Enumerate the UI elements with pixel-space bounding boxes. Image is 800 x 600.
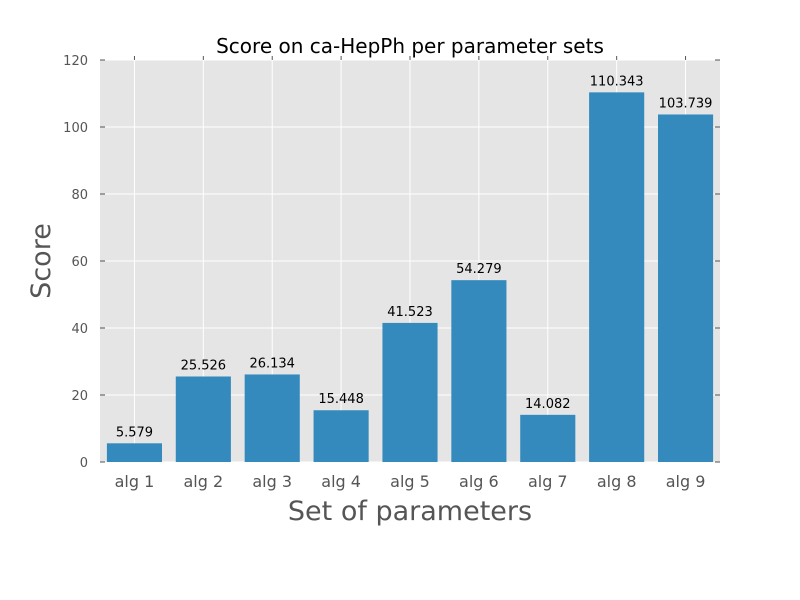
x-axis-label: Set of parameters bbox=[288, 496, 532, 527]
bar bbox=[589, 92, 645, 462]
x-tick-labels: alg 1 alg 2 alg 3 alg 4 alg 5 alg 6 alg 7 alg 8… bbox=[115, 472, 706, 491]
y-tick-label: 0 bbox=[80, 456, 88, 471]
bar-value-label: 41.523 bbox=[387, 305, 433, 320]
x-tick-label: alg 9 bbox=[666, 472, 706, 491]
bar-value-label: 25.526 bbox=[181, 358, 227, 373]
y-tick-labels: 0 20 40 60 80 100 120 bbox=[63, 54, 88, 471]
bar bbox=[382, 322, 438, 462]
bar bbox=[451, 280, 507, 462]
x-tick-label: alg 7 bbox=[528, 472, 568, 491]
bar-value-label: 5.579 bbox=[116, 425, 153, 440]
bar-value-label: 103.739 bbox=[659, 96, 713, 111]
chart-title: Score on ca-HepPh per parameter sets bbox=[216, 34, 604, 58]
y-tick-label: 120 bbox=[63, 54, 88, 69]
bar bbox=[313, 410, 369, 462]
bar bbox=[244, 374, 300, 462]
x-tick-label: alg 3 bbox=[252, 472, 292, 491]
y-tick-label: 80 bbox=[71, 188, 88, 203]
bar bbox=[658, 114, 714, 462]
bar bbox=[106, 443, 162, 462]
bar-value-labels: 5.579 25.526 26.134 15.448 41.523 54.279 14.08… bbox=[116, 74, 713, 440]
bar bbox=[520, 414, 576, 462]
x-tick-label: alg 1 bbox=[115, 472, 155, 491]
axis-ticks bbox=[100, 56, 720, 463]
x-tick-label: alg 5 bbox=[390, 472, 430, 491]
bar-value-label: 26.134 bbox=[249, 356, 295, 371]
x-tick-label: alg 6 bbox=[459, 472, 499, 491]
y-tick-label: 20 bbox=[71, 389, 88, 404]
x-tick-label: alg 8 bbox=[597, 472, 637, 491]
bar-value-label: 54.279 bbox=[456, 262, 502, 277]
y-tick-label: 60 bbox=[71, 255, 88, 270]
bar-value-label: 15.448 bbox=[318, 392, 364, 407]
x-tick-label: alg 2 bbox=[183, 472, 223, 491]
y-tick-label: 100 bbox=[63, 121, 88, 136]
bar-value-label: 110.343 bbox=[590, 74, 644, 89]
x-tick-label: alg 4 bbox=[321, 472, 361, 491]
y-tick-label: 40 bbox=[71, 322, 88, 337]
bar-value-label: 14.082 bbox=[525, 397, 571, 412]
bars bbox=[106, 92, 714, 462]
y-axis-label: Score bbox=[26, 223, 57, 299]
bar bbox=[175, 376, 231, 462]
